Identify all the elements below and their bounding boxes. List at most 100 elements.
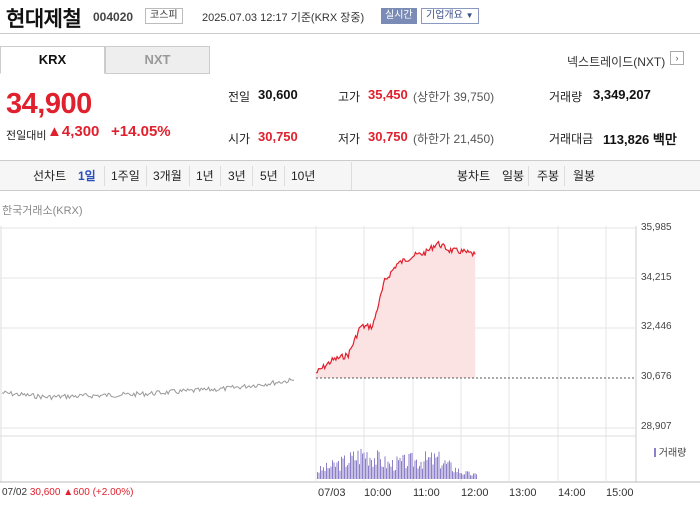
volume-bar	[423, 461, 425, 479]
volume-bar	[353, 451, 354, 479]
period-1y[interactable]: 1년	[196, 169, 214, 183]
volume-bar	[362, 453, 363, 479]
quote-datetime: 2025.07.03 12:17 기준(KRX 장중)	[202, 12, 365, 24]
volume-bar	[410, 453, 411, 479]
volume-bar	[476, 474, 477, 479]
stock-name: 현대제철	[6, 8, 82, 31]
volume-bar	[330, 466, 332, 479]
volume-bar	[405, 468, 407, 479]
y-tick-label: 35,985	[641, 222, 672, 233]
volume-bar	[371, 460, 372, 479]
market-badge: 코스피	[145, 8, 183, 24]
prev-close-value: 30,600	[258, 87, 298, 102]
volume-bar	[398, 460, 399, 479]
volume-bar	[467, 471, 468, 479]
volume-bar	[378, 451, 380, 479]
y-tick-label: 34,215	[641, 272, 672, 283]
chevron-down-icon: ▼	[465, 11, 474, 20]
toolbar-divider	[252, 166, 253, 186]
volume-bar	[456, 472, 458, 479]
x-tick-label: 13:00	[509, 487, 537, 499]
exchange-label: 한국거래소(KRX)	[2, 205, 83, 217]
chevron-right-icon[interactable]: ›	[670, 51, 684, 65]
up-triangle-icon: ▲	[47, 123, 62, 140]
low-value: 30,750	[368, 129, 408, 144]
volume-bar	[329, 468, 330, 479]
volume-bar	[411, 452, 413, 479]
y-tick-label: 32,446	[641, 321, 672, 332]
volume-bar	[392, 460, 393, 479]
volume-bar	[464, 474, 465, 479]
prev-day-change: 600	[73, 487, 90, 498]
volume-bar	[351, 455, 353, 479]
nxt-link[interactable]: 넥스트레이드(NXT)	[567, 55, 666, 69]
open-label: 시가	[228, 132, 251, 146]
volume-bar	[375, 464, 377, 479]
price-area	[316, 241, 476, 379]
volume-bars	[317, 449, 477, 479]
volume-bar	[320, 466, 321, 479]
volume-bar	[401, 461, 402, 479]
upper-limit: (상한가 39,750)	[413, 90, 495, 104]
period-1d[interactable]: 1일	[78, 169, 96, 183]
volume-bar	[453, 472, 455, 479]
volume-bar	[416, 459, 417, 479]
prev-day-date: 07/02	[2, 487, 28, 498]
volume-bar	[389, 463, 390, 479]
prev-day-pct: (+2.00%)	[92, 487, 134, 498]
high-label: 고가	[338, 90, 361, 104]
volume-bar	[429, 457, 431, 479]
volume-bar	[327, 468, 329, 479]
x-tick-label: 07/03	[318, 487, 346, 499]
period-5y[interactable]: 5년	[260, 169, 278, 183]
volume-bar	[420, 461, 422, 479]
volume-bar	[342, 458, 344, 479]
volume-bar	[372, 466, 374, 479]
volume-bar	[390, 466, 392, 479]
y-tick-label: 28,907	[641, 421, 672, 432]
tab-nxt[interactable]: NXT	[105, 46, 210, 74]
volume-bar	[474, 473, 476, 479]
volume-bar	[404, 454, 405, 479]
volume-bar	[461, 473, 462, 479]
x-tick-label: 14:00	[558, 487, 586, 499]
volume-bar	[333, 462, 335, 479]
x-tick-label: 15:00	[606, 487, 634, 499]
period-10y[interactable]: 10년	[291, 169, 316, 183]
candle-monthly[interactable]: 월봉	[573, 169, 596, 183]
volume-bar	[441, 465, 443, 479]
line-chart-label: 선차트	[33, 169, 67, 183]
company-overview-button[interactable]: 기업개요 ▼	[421, 8, 479, 24]
period-3y[interactable]: 3년	[228, 169, 246, 183]
volume-bar	[399, 458, 401, 479]
prev-day-line	[1, 377, 294, 401]
volume-bar	[336, 462, 338, 479]
volume-bar	[377, 450, 378, 479]
y-tick-label: 30,676	[641, 371, 672, 382]
volume-bar	[383, 467, 384, 479]
volume-bar	[435, 457, 437, 479]
stock-code: 004020	[93, 10, 134, 24]
header-divider	[0, 33, 700, 34]
realtime-badge: 실시간	[381, 8, 417, 24]
candle-weekly[interactable]: 주봉	[537, 169, 560, 183]
volume-bar	[341, 456, 342, 479]
volume-bar	[408, 453, 410, 479]
period-3m[interactable]: 3개월	[153, 169, 182, 183]
volume-bar	[374, 458, 375, 479]
period-1w[interactable]: 1주일	[111, 169, 140, 183]
toolbar-divider	[104, 166, 105, 186]
volume-bar	[431, 452, 432, 479]
toolbar-divider	[284, 166, 285, 186]
volume-bar	[323, 467, 324, 479]
tab-krx[interactable]: KRX	[0, 46, 105, 74]
candle-chart-label: 봉차트	[457, 169, 491, 183]
candle-daily[interactable]: 일봉	[502, 169, 525, 183]
volume-bar	[407, 466, 408, 479]
change-label: 전일대비	[6, 130, 47, 142]
volume-bar	[350, 452, 351, 479]
chart-toolbar	[0, 160, 700, 191]
volume-bar	[428, 457, 429, 479]
volume-bar	[425, 451, 426, 479]
volume-bar	[471, 475, 473, 479]
